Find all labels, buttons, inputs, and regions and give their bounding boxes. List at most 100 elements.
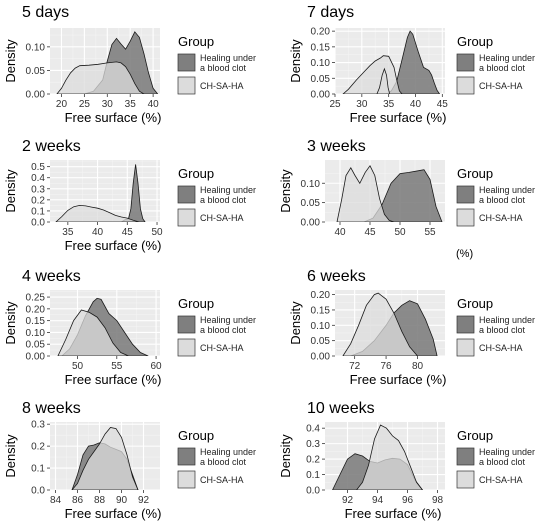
legend-title: Group xyxy=(178,296,214,311)
legend-key-healing xyxy=(456,185,475,204)
x-tick-label: 40 xyxy=(410,99,422,110)
legend-key-chsaha xyxy=(177,338,196,357)
x-tick-label: 50 xyxy=(72,361,84,372)
y-axis-label: Density xyxy=(278,169,293,213)
legend-title: Group xyxy=(178,34,214,49)
panel-title: 10 weeks xyxy=(307,400,375,417)
legend-title: Group xyxy=(178,166,214,181)
x-tick-label: 88 xyxy=(94,495,106,506)
panel-7: 84 86 88 90 92 0.0 0.1 0.2 0.3 8 weeks Free surfac… xyxy=(3,400,256,521)
density-area-chsaha xyxy=(342,292,419,356)
y-tick-label: 0.00 xyxy=(311,352,331,363)
x-tick-label: 55 xyxy=(111,361,123,372)
x-axis-label: Free surface (%) xyxy=(65,238,162,253)
x-tick-label: 20 xyxy=(56,99,68,110)
x-tick-label: 86 xyxy=(72,495,84,506)
y-tick-label: 0.00 xyxy=(301,218,321,229)
x-tick-label: 30 xyxy=(356,99,368,110)
x-tick-label: 40 xyxy=(148,99,160,110)
legend-label-chsaha: CH-SA-HA xyxy=(200,81,244,91)
y-tick-label: 0.20 xyxy=(311,27,331,38)
density-area-chsaha xyxy=(55,204,140,222)
legend-label-chsaha: CH-SA-HA xyxy=(479,213,523,223)
x-tick-label: 30 xyxy=(102,99,114,110)
legend-title: Group xyxy=(178,428,214,443)
y-tick-label: 0.05 xyxy=(301,198,321,209)
x-axis-label: Free surface (%) xyxy=(65,506,162,521)
x-tick-label: 35 xyxy=(125,99,137,110)
y-tick-label: 0.10 xyxy=(301,179,321,190)
legend-title: Group xyxy=(457,296,493,311)
legend-key-chsaha xyxy=(177,208,196,227)
y-tick-label: 0.00 xyxy=(311,90,331,101)
legend-key-chsaha xyxy=(456,76,475,95)
panel-title: 4 weeks xyxy=(22,268,81,285)
panel-title: 3 weeks xyxy=(307,138,366,155)
legend-label-healing: Healing under a blood clot xyxy=(479,53,535,73)
y-tick-label: 0.0 xyxy=(31,486,45,497)
y-tick-label: 0.05 xyxy=(26,340,46,351)
x-tick-label: 60 xyxy=(151,361,163,372)
y-tick-label: 0.05 xyxy=(311,336,331,347)
y-tick-label: 0.0 xyxy=(306,486,320,497)
legend-label-healing: Healing under a blood clot xyxy=(200,185,256,205)
legend-label-chsaha: CH-SA-HA xyxy=(479,475,523,485)
y-tick-label: 0.05 xyxy=(26,66,46,77)
x-tick-label: 35 xyxy=(383,99,395,110)
legend-key-chsaha xyxy=(177,470,196,489)
legend-label-healing: Healing under a blood clot xyxy=(479,447,535,467)
x-axis-label: Free surface (%) xyxy=(350,372,447,387)
panel-3: 35 40 45 50 0.00.10.20.30.40.5 2 weeks Free su… xyxy=(3,138,256,253)
y-tick-label: 0.15 xyxy=(26,316,46,327)
panel-title: 6 weeks xyxy=(307,268,366,285)
x-tick-label: 25 xyxy=(329,99,341,110)
legend-key-healing xyxy=(456,447,475,466)
y-tick-label: 0.20 xyxy=(26,304,46,315)
x-tick-label: 35 xyxy=(62,227,74,238)
density-area-healing xyxy=(385,30,441,94)
y-tick-label: 0.00 xyxy=(26,90,46,101)
x-tick-label: 80 xyxy=(412,361,424,372)
y-tick-label: 0.3 xyxy=(306,439,320,450)
legend-key-healing xyxy=(177,53,196,72)
panel-4: 40 45 50 55 0.00 0.05 0.10 3 weeks Density Group H… xyxy=(278,138,535,238)
x-tick-label: 84 xyxy=(50,495,62,506)
legend-label-chsaha: CH-SA-HA xyxy=(200,213,244,223)
y-tick-label: 0.0 xyxy=(31,218,45,229)
y-tick-label: 0.00 xyxy=(26,352,46,363)
x-tick-label: 96 xyxy=(402,495,414,506)
y-tick-label: 0.10 xyxy=(311,58,331,69)
y-tick-label: 0.2 xyxy=(31,195,45,206)
legend-label-healing: Healing under a blood clot xyxy=(479,315,535,335)
legend-key-healing xyxy=(177,447,196,466)
y-tick-label: 0.2 xyxy=(31,442,45,453)
y-tick-label: 0.10 xyxy=(26,42,46,53)
y-tick-label: 0.2 xyxy=(306,455,320,466)
y-tick-label: 0.4 xyxy=(31,173,45,184)
legend-label-healing: Healing under a blood clot xyxy=(479,185,535,205)
x-axis-label: Free surface (%) xyxy=(345,506,442,521)
x-tick-label: 50 xyxy=(394,227,406,238)
density-area-chsaha xyxy=(376,67,391,94)
y-tick-label: 0.15 xyxy=(311,42,331,53)
x-tick-label: 72 xyxy=(349,361,361,372)
y-tick-label: 0.25 xyxy=(26,293,46,304)
legend-key-chsaha xyxy=(177,76,196,95)
x-axis-label: Free surface (%) xyxy=(350,110,447,125)
y-tick-label: 0.4 xyxy=(306,424,320,435)
density-area-chsaha xyxy=(336,165,395,222)
panel-1: 20 25 30 35 40 0.00 0.05 0.10 5 days Free surface… xyxy=(3,4,256,125)
x-tick-label: 76 xyxy=(381,361,393,372)
y-axis-label: Density xyxy=(288,301,303,345)
x-tick-label: 45 xyxy=(437,99,449,110)
x-tick-label: 40 xyxy=(334,227,346,238)
panel-title: 7 days xyxy=(307,4,354,21)
y-tick-label: 0.10 xyxy=(311,321,331,332)
legend-label-healing: Healing under a blood clot xyxy=(200,53,256,73)
legend-key-healing xyxy=(177,315,196,334)
legend-label-chsaha: CH-SA-HA xyxy=(200,475,244,485)
y-tick-label: 0.3 xyxy=(31,184,45,195)
x-tick-label: 45 xyxy=(122,227,134,238)
legend-key-chsaha xyxy=(456,208,475,227)
y-tick-label: 0.1 xyxy=(31,206,45,217)
